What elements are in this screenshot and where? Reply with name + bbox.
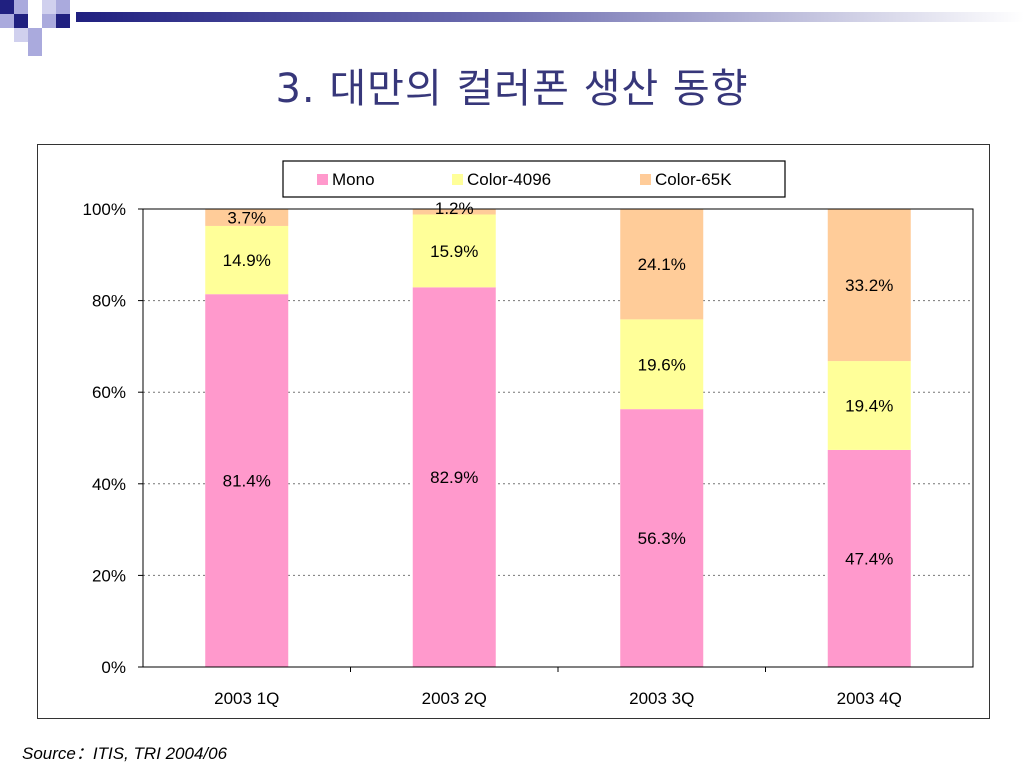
data-label: 19.4% — [845, 396, 893, 415]
x-tick-label: 2003 4Q — [837, 689, 902, 708]
data-label: 82.9% — [430, 468, 478, 487]
slide-title: 3. 대만의 컬러폰 생산 동향 — [275, 66, 749, 112]
y-tick-label: 60% — [92, 383, 126, 402]
bar-segment — [827, 449, 911, 667]
legend-label: Color-4096 — [467, 170, 551, 189]
x-tick-label: 2003 2Q — [422, 689, 487, 708]
data-label: 19.6% — [638, 355, 686, 374]
bar-segment — [205, 294, 289, 667]
legend-swatch — [317, 174, 328, 185]
bar-segment — [205, 225, 289, 295]
legend-label: Color-65K — [655, 170, 732, 189]
y-tick-label: 80% — [92, 292, 126, 311]
legend-label: Mono — [332, 170, 375, 189]
legend-swatch — [452, 174, 463, 185]
y-tick-label: 20% — [92, 566, 126, 585]
y-tick-label: 100% — [83, 200, 126, 219]
title-bar-decoration — [0, 0, 1024, 56]
bar-segment — [620, 319, 704, 410]
legend-box — [282, 160, 786, 198]
bar-segment — [412, 287, 496, 667]
bar-segment — [412, 214, 496, 288]
source-note: Source：ITIS, TRI 2004/06 — [22, 744, 228, 763]
bar-segment — [827, 361, 911, 450]
stacked-bar-chart: 0% 20% 40% 60% 80% 100% 81.4% 14.9% 3.7% 2003 1Q 8… — [83, 160, 974, 708]
legend-swatch — [640, 174, 651, 185]
data-label: 33.2% — [845, 276, 893, 295]
x-tick-label: 2003 1Q — [214, 689, 279, 708]
bar-segment — [205, 209, 289, 226]
data-label: 47.4% — [845, 549, 893, 568]
bar-segment — [620, 209, 704, 320]
data-label: 15.9% — [430, 242, 478, 261]
data-label: 56.3% — [638, 529, 686, 548]
data-label: 3.7% — [227, 208, 266, 227]
x-tick-label: 2003 3Q — [629, 689, 694, 708]
y-tick-label: 40% — [92, 475, 126, 494]
data-label: 81.4% — [223, 472, 271, 491]
data-label: 24.1% — [638, 255, 686, 274]
data-label: 14.9% — [223, 251, 271, 270]
y-tick-label: 0% — [101, 658, 126, 677]
bar-segment — [412, 209, 496, 215]
bar-segment — [827, 209, 911, 362]
bar-segment — [620, 409, 704, 667]
